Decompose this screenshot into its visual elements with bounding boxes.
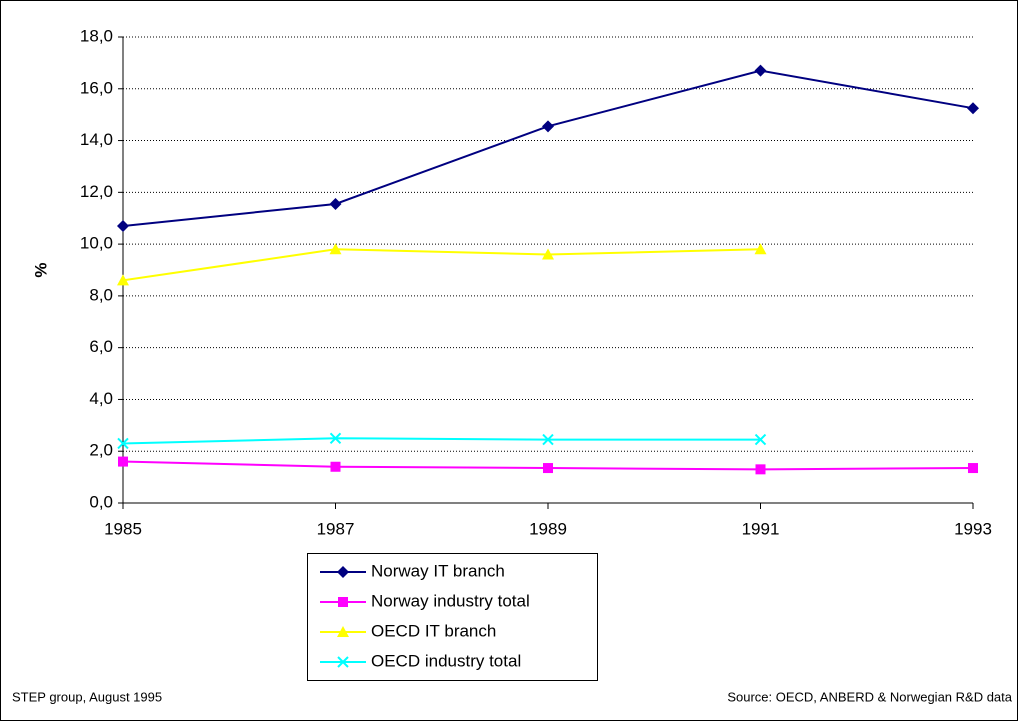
marker <box>754 64 767 77</box>
marker <box>754 243 767 255</box>
legend-label: OECD IT branch <box>371 621 496 640</box>
x-tick-label: 1985 <box>104 519 142 538</box>
x-tick-label: 1991 <box>742 519 780 538</box>
series-line <box>122 248 761 282</box>
legend-label: Norway industry total <box>371 591 530 610</box>
marker <box>542 433 554 446</box>
legend-box <box>307 553 598 681</box>
marker <box>754 433 767 446</box>
marker <box>967 102 979 115</box>
marker <box>337 566 349 578</box>
y-tick-label: 4,0 <box>89 389 113 408</box>
y-tick-label: 6,0 <box>89 337 113 356</box>
marker <box>329 432 342 444</box>
marker <box>329 197 342 210</box>
y-tick-label: 16,0 <box>80 78 113 97</box>
y-tick-label: 0,0 <box>89 492 113 511</box>
y-axis-label: % <box>31 262 50 277</box>
marker <box>543 463 553 474</box>
marker <box>755 464 766 475</box>
y-tick-label: 18,0 <box>80 26 113 45</box>
marker <box>117 219 129 232</box>
marker <box>329 243 342 255</box>
marker <box>337 656 349 668</box>
footer-note: STEP group, August 1995 <box>12 689 162 704</box>
marker <box>337 626 349 637</box>
y-tick-label: 8,0 <box>89 285 113 304</box>
y-tick-label: 2,0 <box>89 441 113 460</box>
y-tick-label: 12,0 <box>80 182 113 201</box>
legend-label: OECD industry total <box>371 651 521 670</box>
marker <box>968 463 978 474</box>
x-tick-label: 1993 <box>954 519 992 538</box>
marker <box>542 120 554 133</box>
marker <box>117 274 129 286</box>
footer-note: Source: OECD, ANBERD & Norwegian R&D dat… <box>727 689 1012 704</box>
y-tick-label: 10,0 <box>80 234 113 253</box>
marker <box>330 461 341 472</box>
legend-label: Norway IT branch <box>371 561 505 580</box>
marker <box>117 437 129 450</box>
marker <box>118 456 128 467</box>
y-tick-label: 14,0 <box>80 130 113 149</box>
marker <box>338 597 348 607</box>
x-tick-label: 1989 <box>529 519 567 538</box>
series-line <box>122 437 761 445</box>
marker <box>542 248 554 260</box>
x-tick-label: 1987 <box>317 519 355 538</box>
